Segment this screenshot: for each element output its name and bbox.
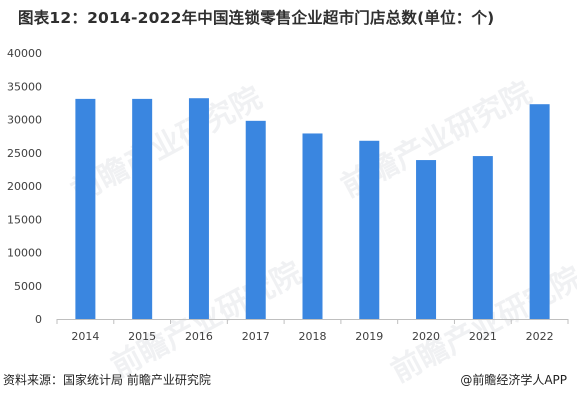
bar-2021 — [472, 156, 493, 319]
y-tick-label-0: 0 — [35, 313, 42, 326]
source-note: 资料来源：国家统计局 前瞻产业研究院 — [3, 373, 211, 387]
x-tick-label-2018: 2018 — [299, 330, 327, 343]
x-tick-label-2014: 2014 — [71, 330, 99, 343]
x-tick-label-2020: 2020 — [412, 330, 440, 343]
x-tick-label-2019: 2019 — [355, 330, 383, 343]
bar-2018 — [302, 133, 323, 319]
y-tick-label-7: 35000 — [7, 80, 42, 93]
bar-2015 — [132, 98, 153, 319]
x-tick-label-2015: 2015 — [128, 330, 156, 343]
bar-2017 — [245, 120, 266, 319]
bar-2022 — [529, 104, 550, 319]
y-tick-label-1: 5000 — [14, 280, 42, 293]
y-tick-label-5: 25000 — [7, 147, 42, 160]
y-tick-label-4: 20000 — [7, 180, 42, 193]
x-tick-label-2022: 2022 — [526, 330, 554, 343]
bar-2016 — [188, 98, 209, 319]
x-tick-label-2021: 2021 — [469, 330, 497, 343]
bar-2020 — [416, 160, 437, 319]
x-tick-label-2016: 2016 — [185, 330, 213, 343]
y-tick-label-2: 10000 — [7, 247, 42, 260]
chart-title: 图表12：2014-2022年中国连锁零售企业超市门店总数(单位：个) — [18, 9, 495, 27]
credit-note: @前瞻经济学人APP — [460, 373, 567, 387]
y-tick-label-3: 15000 — [7, 213, 42, 226]
y-tick-label-8: 40000 — [7, 47, 42, 60]
bar-2019 — [359, 140, 380, 319]
y-tick-label-6: 30000 — [7, 114, 42, 127]
x-tick-label-2017: 2017 — [242, 330, 270, 343]
bar-2014 — [75, 98, 96, 319]
